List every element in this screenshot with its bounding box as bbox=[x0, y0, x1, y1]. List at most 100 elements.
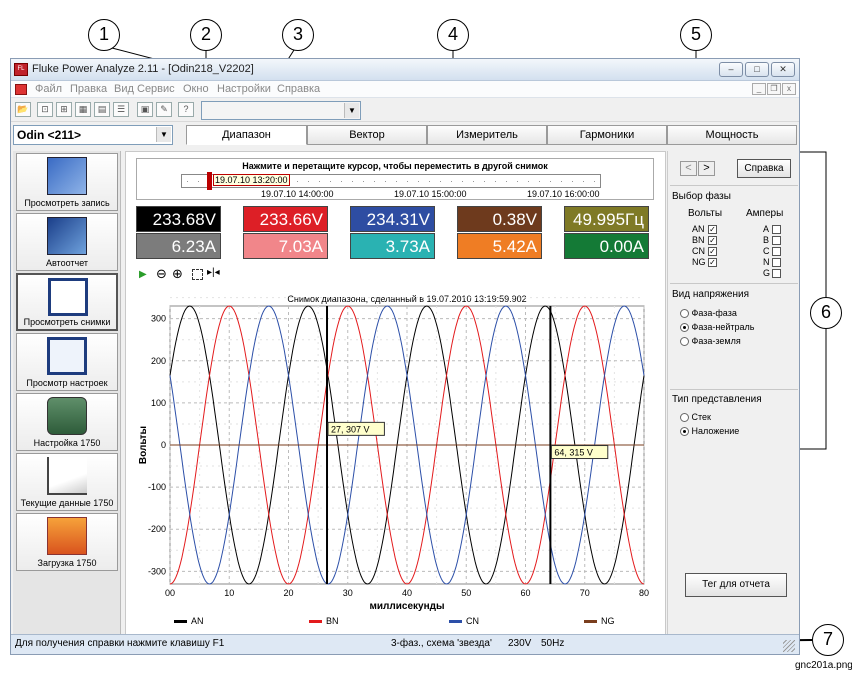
amp-checkbox-c[interactable]: C bbox=[763, 246, 781, 257]
radio-icon[interactable] bbox=[680, 309, 689, 319]
sidebar-item-download-1750[interactable]: Загрузка 1750 bbox=[16, 513, 118, 571]
sidebar-item-setup-1750[interactable]: Настройка 1750 bbox=[16, 393, 118, 451]
volt-checkbox-cn[interactable]: CN ✓ bbox=[692, 246, 717, 257]
meter-cn-voltage: 234.31V bbox=[350, 206, 435, 232]
checkbox-icon[interactable]: ✓ bbox=[708, 258, 717, 268]
range-panel: Нажмите и перетащите курсор, чтобы перем… bbox=[125, 151, 666, 639]
amp-checkbox-g[interactable]: G bbox=[763, 268, 781, 279]
window-title: Fluke Power Analyze 2.11 - [Odin218_V220… bbox=[32, 63, 254, 75]
display-type-options: Стек Наложение bbox=[680, 410, 739, 438]
meter-b-current: 7.03A bbox=[243, 233, 328, 259]
volt-checkbox-ng[interactable]: NG ✓ bbox=[692, 257, 717, 268]
volt-checkbox-bn[interactable]: BN ✓ bbox=[692, 235, 717, 246]
checkbox-label: CN bbox=[692, 246, 705, 256]
device-select[interactable]: Odin <211> ▼ bbox=[13, 125, 173, 145]
toolbar-combo[interactable]: ▼ bbox=[201, 101, 361, 120]
nav-prev-button[interactable]: < bbox=[680, 161, 697, 176]
legend-swatch-bn bbox=[309, 620, 322, 623]
menu-view[interactable]: Вид bbox=[114, 83, 134, 95]
title-bar: FL Fluke Power Analyze 2.11 - [Odin218_V… bbox=[11, 59, 799, 81]
display-type-option[interactable]: Наложение bbox=[680, 424, 739, 438]
edit-icon[interactable]: ✎ bbox=[156, 102, 172, 117]
table-icon[interactable]: ▤ bbox=[94, 102, 110, 117]
checkbox-icon[interactable] bbox=[772, 269, 781, 279]
menu-file[interactable]: Файл bbox=[35, 83, 63, 95]
x-tick-label: 70 bbox=[580, 588, 590, 598]
voltage-view-option[interactable]: Фаза-нейтраль bbox=[680, 320, 754, 334]
menu-service[interactable]: Сервис bbox=[137, 83, 175, 95]
radio-icon[interactable] bbox=[680, 413, 689, 423]
radio-icon[interactable] bbox=[680, 323, 689, 333]
voltage-view-option[interactable]: Фаза-земля bbox=[680, 334, 754, 348]
play-icon[interactable]: ▶ bbox=[139, 269, 147, 280]
mdi-close-icon[interactable]: x bbox=[782, 83, 796, 95]
meter-frequency: 49.995Гц bbox=[564, 206, 649, 232]
chevron-down-icon[interactable]: ▼ bbox=[156, 127, 171, 142]
fit-cursor-icon[interactable]: ▸|◂ bbox=[207, 267, 220, 278]
tab-harmonics[interactable]: Гармоники bbox=[547, 125, 667, 145]
open-folder-icon[interactable]: 📂 bbox=[15, 102, 31, 117]
checkbox-icon[interactable] bbox=[772, 247, 781, 257]
tab-range[interactable]: Диапазон bbox=[186, 125, 307, 145]
list-icon[interactable]: ☰ bbox=[113, 102, 129, 117]
range-chart[interactable]: Снимок диапазона, сделанный в 19.07.2010… bbox=[134, 292, 656, 637]
amp-checkbox-b[interactable]: B bbox=[763, 235, 781, 246]
radio-icon[interactable] bbox=[680, 427, 689, 437]
checkbox-icon[interactable]: ✓ bbox=[708, 236, 717, 246]
select-box-icon[interactable] bbox=[192, 269, 203, 280]
tab-power[interactable]: Мощность bbox=[667, 125, 797, 145]
menu-settings[interactable]: Настройки bbox=[217, 83, 271, 95]
minimize-icon[interactable]: ‒ bbox=[719, 62, 743, 77]
sidebar-item-view-record[interactable]: Просмотреть запись bbox=[16, 153, 118, 211]
timeline[interactable]: Нажмите и перетащите курсор, чтобы перем… bbox=[136, 158, 654, 200]
report-tag-button[interactable]: Тег для отчета bbox=[685, 573, 787, 597]
help-button[interactable]: Справка bbox=[737, 159, 791, 178]
amp-checkbox-a[interactable]: A bbox=[763, 224, 781, 235]
phase-selection-title: Выбор фазы bbox=[672, 191, 731, 202]
checkbox-icon[interactable] bbox=[772, 258, 781, 268]
menu-window[interactable]: Окно bbox=[183, 83, 209, 95]
help-cursor-icon[interactable]: ? bbox=[178, 102, 194, 117]
options-panel: < > Справка Выбор фазы Вольты Амперы AN ✓… bbox=[667, 151, 799, 639]
display-type-option[interactable]: Стек bbox=[680, 410, 739, 424]
menu-help[interactable]: Справка bbox=[277, 83, 321, 95]
mdi-minimize-icon[interactable]: _ bbox=[752, 83, 766, 95]
legend-swatch-ng bbox=[584, 620, 597, 623]
print-icon[interactable]: ▣ bbox=[137, 102, 153, 117]
menu-edit[interactable]: Правка bbox=[70, 83, 108, 95]
status-bar: Для получения справки нажмите клавишу F1… bbox=[11, 634, 799, 654]
mdi-restore-icon[interactable]: ❐ bbox=[767, 83, 781, 95]
sidebar-item-auto-report[interactable]: Автоотчет bbox=[16, 213, 118, 271]
maximize-icon[interactable]: □ bbox=[745, 62, 769, 77]
chevron-down-icon[interactable]: ▼ bbox=[344, 103, 359, 118]
voltage-view-option[interactable]: Фаза-фаза bbox=[680, 306, 754, 320]
checkbox-label: G bbox=[763, 268, 771, 278]
nav-next-button[interactable]: > bbox=[698, 161, 715, 176]
checkbox-icon[interactable] bbox=[772, 225, 781, 235]
zoom-out-icon[interactable]: ⊖ bbox=[156, 266, 167, 281]
checkbox-icon[interactable] bbox=[772, 236, 781, 246]
meter-g-current: 0.00A bbox=[564, 233, 649, 259]
sidebar-item-view-snapshots[interactable]: Просмотреть снимки bbox=[16, 273, 118, 331]
checkbox-label: B bbox=[763, 235, 770, 245]
sidebar-item-view-settings[interactable]: Просмотр настроек bbox=[16, 333, 118, 391]
timeline-hint: Нажмите и перетащите курсор, чтобы перем… bbox=[242, 161, 548, 171]
amp-checkbox-n[interactable]: N bbox=[763, 257, 781, 268]
tab-meter[interactable]: Измеритель bbox=[427, 125, 547, 145]
export-icon[interactable]: ⊡ bbox=[37, 102, 53, 117]
zoom-in-icon[interactable]: ⊕ bbox=[172, 266, 183, 281]
radio-icon[interactable] bbox=[680, 337, 689, 347]
import-icon[interactable]: ⊞ bbox=[56, 102, 72, 117]
sidebar-item-live-data-1750[interactable]: Текущие данные 1750 bbox=[16, 453, 118, 511]
resize-grip-icon[interactable] bbox=[783, 640, 795, 652]
checkbox-icon[interactable]: ✓ bbox=[708, 225, 717, 235]
close-icon[interactable]: ✕ bbox=[771, 62, 795, 77]
tab-vector[interactable]: Вектор bbox=[307, 125, 427, 145]
timeline-cursor-handle[interactable] bbox=[207, 172, 212, 190]
checkbox-icon[interactable]: ✓ bbox=[708, 247, 717, 257]
callout-3: 3 bbox=[282, 19, 314, 51]
grid-icon[interactable]: ▦ bbox=[75, 102, 91, 117]
volts-header: Вольты bbox=[688, 208, 723, 219]
checkbox-label: BN bbox=[692, 235, 705, 245]
volt-checkbox-an[interactable]: AN ✓ bbox=[692, 224, 717, 235]
